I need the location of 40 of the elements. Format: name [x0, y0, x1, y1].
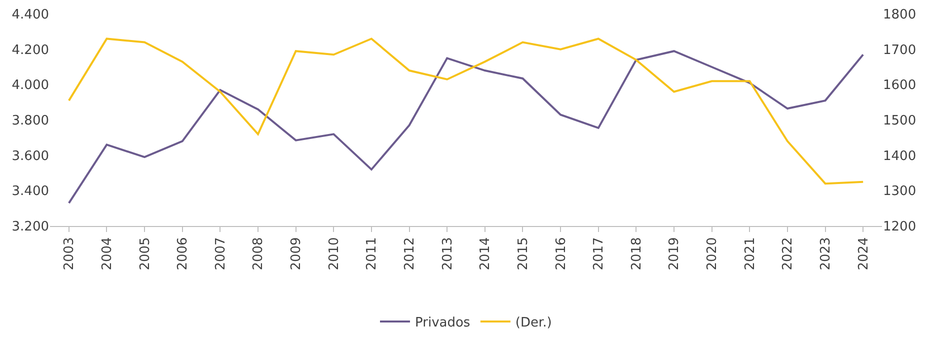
- x-tick-label: 2006: [176, 237, 191, 270]
- x-tick-label: 2007: [213, 237, 228, 270]
- line-series: [68, 38, 864, 185]
- x-tick-label: 2005: [138, 237, 153, 270]
- x-tick-label: 2010: [326, 237, 342, 270]
- x-tick-label: 2012: [402, 237, 418, 270]
- x-tick-label: 2023: [818, 237, 834, 270]
- x-tick-label: 2019: [667, 237, 682, 270]
- y-tick-label: 3.200: [12, 220, 49, 235]
- y-tick-label: 4.000: [12, 78, 49, 94]
- x-tick-label: 2018: [629, 237, 644, 270]
- x-tick-label: 2013: [440, 237, 456, 270]
- x-tick-label: 2004: [100, 237, 115, 270]
- x-tick-label: 2021: [742, 237, 758, 270]
- legend-label: Privados: [415, 316, 470, 331]
- x-tick-label: 2015: [516, 237, 531, 270]
- y-tick-label: 3.800: [12, 114, 49, 129]
- y2-tick-label: 1600: [883, 78, 916, 94]
- y2-tick-label: 1300: [883, 184, 916, 200]
- x-tick-label: 2016: [554, 237, 569, 270]
- y2-tick-label: 1200: [883, 220, 916, 235]
- x-tick-label: 2008: [251, 237, 266, 270]
- x-tick-label: 2003: [62, 237, 78, 270]
- x-tick-label: 2011: [364, 237, 380, 270]
- x-tick-label: 2009: [289, 237, 304, 270]
- x-tick-label: 2020: [705, 237, 720, 270]
- y2-tick-label: 1800: [883, 8, 916, 23]
- x-tick-label: 2014: [478, 237, 494, 270]
- legend-label: (Der.): [515, 316, 552, 331]
- x-tick-label: 2017: [592, 237, 607, 270]
- x-tick-label: 2022: [780, 237, 796, 270]
- y-tick-label: 4.400: [12, 8, 49, 23]
- x-tick-label: 2024: [856, 237, 872, 270]
- y2-tick-label: 1400: [883, 148, 916, 164]
- y-tick-label: 3.600: [12, 148, 49, 164]
- y-tick-label: 3.400: [12, 184, 49, 200]
- y2-tick-label: 1700: [883, 42, 916, 58]
- line-series: [68, 50, 864, 204]
- y-tick-label: 4.200: [12, 42, 49, 58]
- y2-tick-label: 1500: [883, 114, 916, 129]
